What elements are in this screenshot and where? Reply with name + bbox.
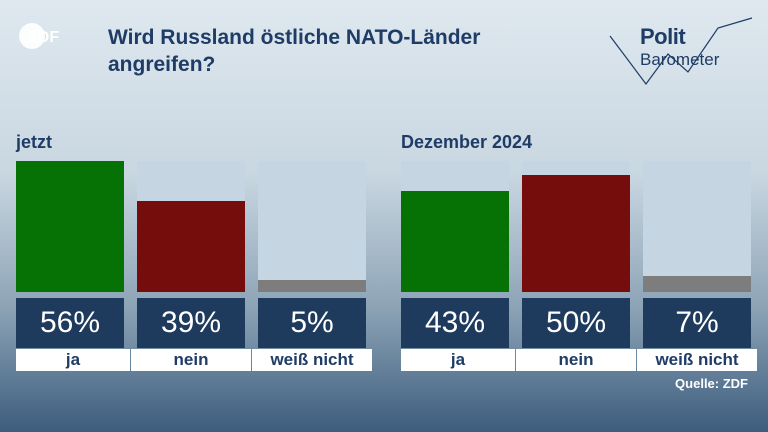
bar: [258, 280, 366, 292]
chart-title: Dezember 2024: [401, 132, 533, 152]
category-label: nein: [516, 349, 636, 371]
bar: [643, 276, 751, 292]
brand-line-2: Barometer: [640, 50, 720, 69]
bar: [401, 191, 509, 292]
bar: [137, 201, 245, 292]
bar-track: [258, 161, 366, 292]
data-label: 50%: [522, 298, 630, 348]
brand-line-1: Polit: [640, 24, 686, 49]
zdf-logo: ZDF: [19, 23, 59, 49]
politbarometer-graph-icon: [609, 17, 753, 86]
chart-title: jetzt: [16, 132, 52, 152]
politbarometer-logo: Polit Barometer: [606, 14, 756, 94]
data-label: 39%: [137, 298, 245, 348]
data-label: 7%: [643, 298, 751, 348]
data-label: 43%: [401, 298, 509, 348]
bar-track: [643, 161, 751, 292]
category-label: ja: [16, 349, 130, 371]
data-label: 56%: [16, 298, 124, 348]
zdf-logo-text: ZDF: [28, 29, 59, 46]
bar: [522, 175, 630, 292]
data-label: 5%: [258, 298, 366, 348]
category-label: nein: [131, 349, 251, 371]
category-label: ja: [401, 349, 515, 371]
category-label: weiß nicht: [637, 349, 757, 371]
page-title: Wird Russland östliche NATO-Länder angre…: [108, 26, 481, 76]
bar-track: [401, 161, 509, 292]
bar-track: [522, 161, 630, 292]
bar-track: [137, 161, 245, 292]
source-label: Quelle: ZDF: [675, 376, 748, 391]
bar-track: [16, 161, 124, 292]
category-label: weiß nicht: [252, 349, 372, 371]
bar: [16, 161, 124, 292]
